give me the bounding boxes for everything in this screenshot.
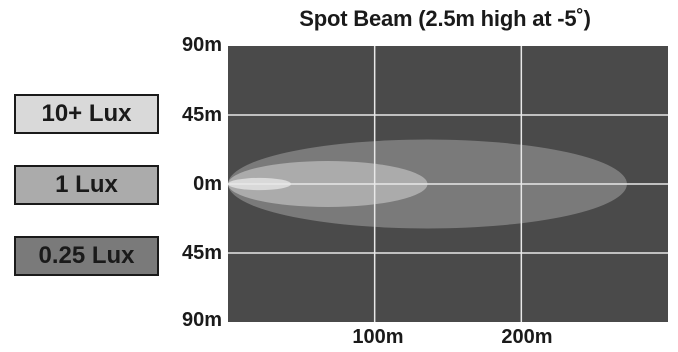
chart-title: Spot Beam (2.5m high at -5˚): [299, 6, 591, 31]
legend-item-10-lux: 10+ Lux: [14, 94, 159, 134]
legend-label: 1 Lux: [55, 171, 118, 198]
x-tick-label: 100m: [352, 326, 404, 348]
beam-plot: [228, 46, 668, 322]
y-tick-label: 45m: [181, 242, 222, 264]
y-tick-label: 90m: [181, 309, 222, 331]
legend-item-1-lux: 1 Lux: [14, 165, 159, 205]
y-tick-label: 90m: [181, 34, 222, 56]
x-tick-label: 200m: [501, 326, 553, 348]
legend-item-025-lux: 0.25 Lux: [14, 236, 159, 276]
legend-label: 10+ Lux: [41, 100, 132, 127]
y-tick-label: 45m: [181, 104, 222, 126]
y-tick-label: 0m: [193, 173, 222, 195]
legend-label: 0.25 Lux: [38, 242, 135, 269]
